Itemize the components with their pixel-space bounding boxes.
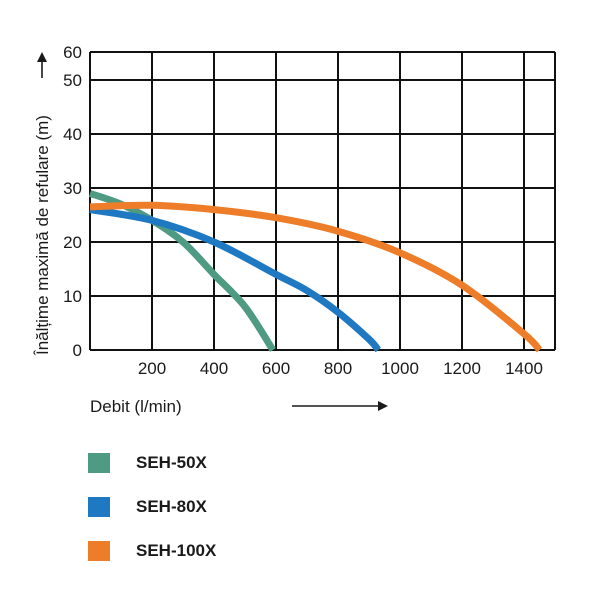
x-tick-label: 200 [138,359,166,378]
y-tick-label: 30 [63,179,82,198]
x-tick-label: 1200 [443,359,481,378]
series-line-seh-80x [89,206,382,353]
x-axis-arrow [292,401,388,411]
x-tick-label: 400 [200,359,228,378]
y-axis-label: Înălțime maximă de refulare (m) [33,115,52,356]
tick-layer: 0 10 20 30 40 50 60 200 400 600 800 1000 1200 1400 [63,43,543,378]
x-tick-label: 600 [262,359,290,378]
legend-label: SEH-100X [136,541,217,560]
y-tick-label: 40 [63,125,82,144]
y-tick-label: 60 [63,43,82,62]
legend-item: SEH-100X [88,540,216,562]
x-tick-label: 800 [324,359,352,378]
legend-label: SEH-50X [136,453,207,472]
legend-item: SEH-80X [88,496,216,518]
series-line-seh-100x [89,201,543,353]
legend-item: SEH-50X [88,452,216,474]
legend-swatch [88,453,110,473]
y-tick-label: 0 [73,341,82,360]
legend-swatch [88,497,110,517]
series-layer [88,190,543,353]
legend: SEH-50X SEH-80X SEH-100X [88,452,216,584]
y-tick-label: 20 [63,233,82,252]
x-tick-label: 1000 [381,359,419,378]
legend-label: SEH-80X [136,497,207,516]
x-axis-label: Debit (l/min) [90,397,182,416]
y-tick-label: 10 [63,287,82,306]
grid-layer [89,51,556,351]
y-tick-label: 50 [63,71,82,90]
legend-swatch [88,541,110,561]
axis-layer: Înălțime maximă de refulare (m) Debit (l… [33,52,388,416]
y-axis-arrow [37,52,47,78]
x-tick-label: 1400 [505,359,543,378]
